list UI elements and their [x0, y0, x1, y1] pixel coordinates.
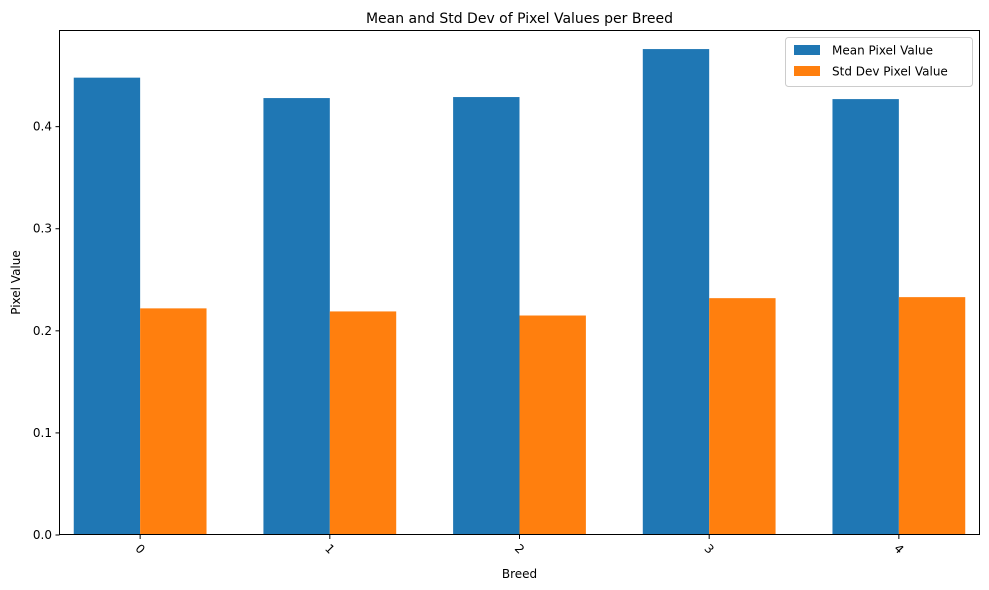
- bar-mean-breed-1: [263, 98, 330, 536]
- legend-label-mean: Mean Pixel Value: [832, 44, 933, 58]
- x-tick-label: 4: [891, 541, 906, 556]
- x-tick-label: 2: [512, 541, 527, 556]
- y-axis: 0.0 0.1 0.2 0.3 0.4: [33, 120, 60, 542]
- bar-mean-breed-2: [453, 97, 520, 535]
- bar-mean-breed-0: [73, 77, 141, 535]
- bar-std-breed-3: [709, 298, 776, 535]
- bar-std-breed-1: [329, 311, 397, 535]
- bar-mean-breed-3: [642, 49, 710, 535]
- bar-std-breed-2: [519, 315, 586, 535]
- x-tick-label: 3: [702, 541, 717, 556]
- y-tick-label: 0.4: [33, 120, 52, 134]
- legend: Mean Pixel Value Std Dev Pixel Value: [785, 37, 973, 87]
- bar-std-breed-4: [898, 297, 966, 535]
- bars-group: [73, 49, 966, 536]
- bar-mean-breed-4: [832, 99, 899, 535]
- legend-frame: [785, 37, 973, 87]
- x-tick-label: 0: [132, 541, 147, 556]
- legend-label-std: Std Dev Pixel Value: [832, 65, 948, 79]
- y-tick-label: 0.1: [33, 426, 52, 440]
- y-tick-label: 0.2: [33, 324, 52, 338]
- legend-swatch-mean: [794, 45, 820, 55]
- y-axis-label: Pixel Value: [9, 250, 23, 315]
- x-axis-label: Breed: [502, 567, 537, 581]
- y-tick-label: 0.3: [33, 222, 52, 236]
- legend-swatch-std: [794, 66, 820, 76]
- x-axis: 0 1 2 3 4: [132, 535, 907, 557]
- y-tick-label: 0.0: [33, 528, 52, 542]
- x-tick-label: 1: [322, 541, 337, 556]
- bar-std-breed-0: [140, 308, 207, 535]
- chart-title: Mean and Std Dev of Pixel Values per Bre…: [366, 11, 673, 27]
- plot-area-frame: [59, 30, 980, 535]
